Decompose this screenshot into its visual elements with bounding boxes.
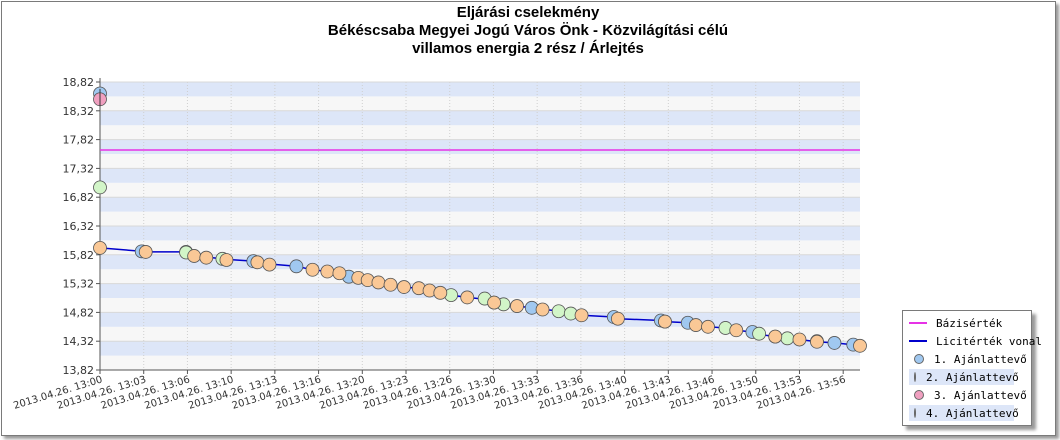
y-tick-label: 13,82: [63, 364, 95, 377]
y-tick-label: 18,32: [63, 105, 95, 118]
bid-point-bidder-4: [487, 295, 502, 310]
legend-label-base: Bázisérték: [936, 316, 1003, 330]
bid-point-bidder-4: [187, 249, 202, 263]
y-tick-label: 15,32: [63, 278, 95, 291]
y-tick-label: 14,82: [63, 306, 95, 319]
bid-point-bidder-4: [792, 332, 807, 347]
bid-point-bidder-2: [780, 331, 795, 346]
y-tick-label: 16,32: [63, 220, 95, 233]
bid-point-bidder-4: [199, 250, 214, 265]
y-tick-label: 16,82: [63, 191, 95, 204]
title-line-3: villamos energia 2 rész / Árlejtés: [412, 40, 644, 57]
bid-point-bidder-4: [305, 262, 320, 277]
plot-band: [100, 139, 860, 154]
title-line-1: Eljárási cselekmény: [456, 4, 600, 21]
bid-point-bidder-4: [371, 275, 386, 290]
y-tick-label: 15,82: [63, 249, 95, 262]
bid-point-bidder-4: [510, 299, 524, 313]
plot-band: [100, 168, 860, 183]
legend-item-bidder-1: 1. Ajánlattevő: [909, 351, 1027, 367]
plot-band: [100, 312, 860, 327]
bid-point-bidder-4: [138, 245, 153, 259]
title-line-2: Békéscsaba Megyei Jogú Város Önk - Közvi…: [327, 22, 729, 39]
bid-point-bidder-4: [810, 334, 824, 349]
plot-band: [100, 182, 860, 198]
legend-label-bidder-4: 4. Ajánlattevő: [926, 406, 1019, 420]
plot-band: [100, 341, 860, 356]
bid-point-bidder-4: [658, 314, 672, 329]
bid-point-bidder-4: [574, 308, 589, 323]
bid-point-bidder-4: [768, 329, 783, 344]
legend-item-bidder-4: 4. Ajánlattevő: [909, 405, 1019, 421]
bid-point-bidder-1: [827, 336, 842, 350]
bid-point-bidder-4: [93, 240, 107, 255]
bid-point-bidder-1: [289, 259, 304, 274]
y-tick-label: 14,32: [63, 335, 95, 348]
legend-item-base: Bázisérték: [909, 315, 1002, 331]
bid-point-bidder-4: [729, 323, 744, 338]
plot-band: [100, 355, 860, 370]
bid-point-bidder-4: [250, 255, 265, 270]
plot-band: [100, 269, 860, 284]
plot-band: [100, 326, 860, 342]
bid-point-bidder-2: [551, 304, 566, 319]
bid-point-bidder-4: [460, 290, 475, 305]
plot-band: [100, 110, 860, 126]
plot-band: [100, 211, 860, 226]
bid-point-bidder-2: [752, 326, 767, 341]
bid-point-bidder-4: [535, 302, 550, 317]
plot-band: [100, 226, 860, 241]
legend-item-bidder-3: 3. Ajánlattevő: [909, 387, 1027, 403]
bid-point-bidder-4: [320, 264, 335, 279]
plot-band: [100, 197, 860, 212]
bid-point-bidder-4: [701, 319, 715, 334]
legend-swatch-bidder-3: [914, 390, 924, 400]
bid-point-bidder-4: [332, 266, 347, 281]
plot-band: [100, 298, 860, 313]
bid-point-bidder-4: [397, 280, 411, 294]
plot-band: [100, 254, 860, 270]
plot-band: [100, 240, 860, 255]
bid-point-bidder-4: [219, 253, 234, 267]
bid-point-bidder-4: [262, 257, 277, 272]
chart-title: Eljárási cselekmény Békéscsaba Megyei Jo…: [0, 4, 1056, 58]
legend-label-bidder-3: 3. Ajánlattevő: [934, 388, 1027, 402]
legend-swatch-bidder-1: [914, 354, 924, 364]
legend-item-bid-line: Licitérték vonal: [909, 333, 1042, 349]
legend-swatch-bidder-2: [914, 372, 916, 382]
plot-band: [100, 125, 860, 140]
plot-band: [100, 283, 860, 298]
y-tick-label: 18,82: [63, 76, 95, 89]
legend-swatch-base: [909, 322, 927, 324]
bid-point-bidder-4: [688, 318, 703, 332]
legend-item-bidder-2: 2. Ajánlattevő: [909, 369, 1019, 385]
bid-point-bidder-4: [610, 311, 625, 326]
bid-point-bidder-4: [383, 277, 398, 292]
bid-point-bidder-4: [853, 338, 867, 353]
y-tick-label: 17,82: [63, 134, 95, 147]
y-tick-label: 17,32: [63, 162, 95, 175]
plot-band: [100, 82, 860, 97]
legend-swatch-bidder-4: [914, 408, 916, 418]
legend-label-bidder-1: 1. Ajánlattevő: [934, 352, 1027, 366]
plot-band: [100, 154, 860, 169]
plot-band: [100, 96, 860, 111]
legend: Bázisérték Licitérték vonal 1. Ajánlatte…: [902, 310, 1042, 426]
legend-label-bid-line: Licitérték vonal: [936, 334, 1042, 348]
bid-point-bidder-4: [433, 285, 448, 300]
bid-point-bidder-2: [93, 180, 107, 195]
legend-swatch-bid-line: [909, 340, 927, 342]
legend-label-bidder-2: 2. Ajánlattevő: [926, 370, 1019, 384]
